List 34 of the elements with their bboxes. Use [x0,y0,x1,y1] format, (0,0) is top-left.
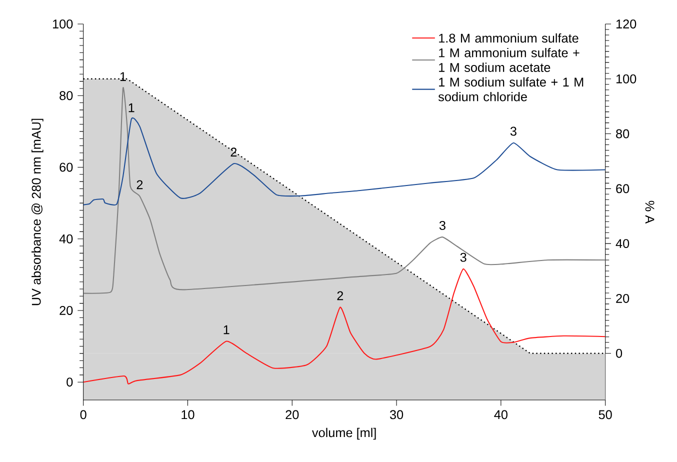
x-tick-label: 50 [598,410,612,420]
y2-tick-label: 120 [616,20,636,28]
y-axis-title: UV absorbance @ 280 nm [mAU] [32,118,44,306]
y2-tick-label: 80 [616,129,630,138]
annotation: 3 [510,126,516,136]
x-axis-title: volume [ml] [312,428,376,440]
y-tick-label: 20 [60,306,73,315]
x-tick-label: 0 [80,410,86,420]
y2-tick-label: 100 [616,74,636,84]
annotation: 1 [128,103,134,112]
y2-axis-title: % A [645,200,654,224]
annotation: 2 [337,291,344,300]
x-tick-label: 20 [286,410,299,420]
legend-label: 1.8 M ammonium sulfate [439,33,578,43]
x-tick-label: 40 [494,410,508,420]
annotation: 1 [120,72,126,81]
y-tick-label: 100 [52,20,73,28]
x-tick-label: 10 [182,410,194,420]
legend-label: 1 M sodium sulfate + 1 M sodium chloride [438,77,584,102]
annotation: 3 [439,220,446,230]
annotation: 2 [136,180,143,190]
y2-tick-label: 20 [616,294,630,303]
legend-label: 1 M ammonium sulfate + 1 M sodium acetate [439,48,580,72]
annotation: 3 [460,252,466,262]
y2-tick-label: 60 [616,184,630,194]
y-tick-label: 40 [59,234,73,244]
y-tick-label: 80 [60,91,73,100]
x-tick-label: 30 [390,410,404,420]
y-tick-label: 60 [60,162,73,172]
annotation: 1 [224,325,230,334]
y-tick-label: 0 [66,378,73,387]
y2-tick-label: 0 [616,348,622,358]
y2-tick-label: 40 [616,239,630,248]
annotation: 2 [230,148,237,157]
